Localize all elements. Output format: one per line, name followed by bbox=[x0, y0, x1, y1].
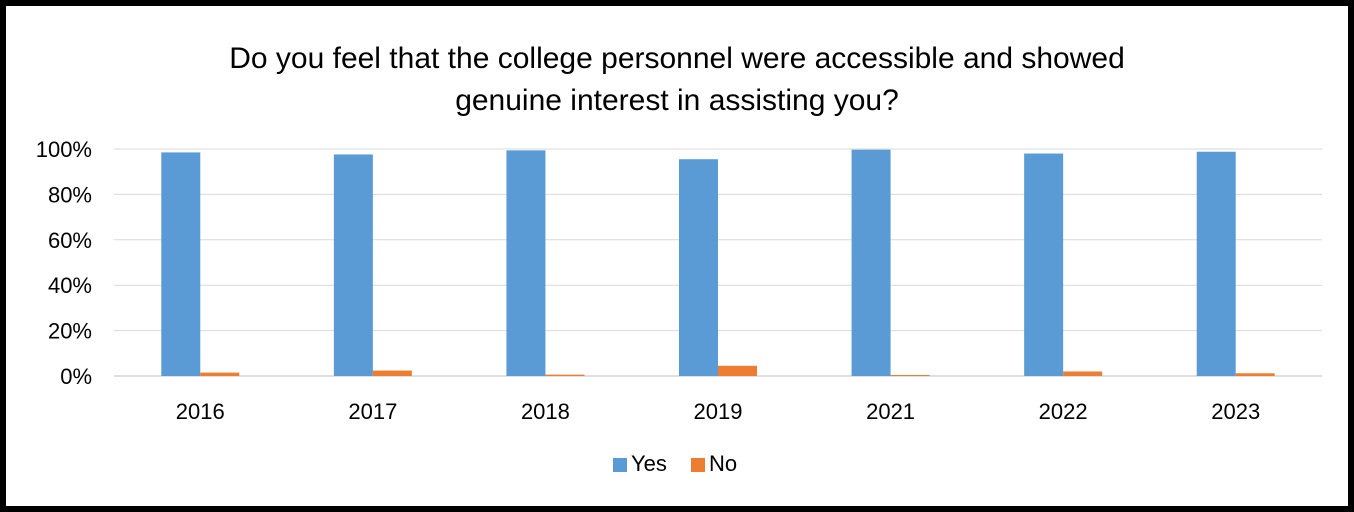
bar-no-2016 bbox=[200, 372, 240, 376]
bar-no-2018 bbox=[545, 374, 585, 376]
legend: Yes No bbox=[613, 451, 737, 476]
bar-yes-2018 bbox=[506, 150, 546, 376]
bar-no-2021 bbox=[890, 375, 930, 376]
bar-yes-2019 bbox=[679, 159, 718, 376]
legend-swatch-no bbox=[691, 458, 705, 472]
bar-no-2023 bbox=[1235, 373, 1275, 376]
bars bbox=[161, 149, 1275, 376]
bar-yes-2016 bbox=[161, 152, 201, 376]
bar-no-2017 bbox=[372, 370, 412, 376]
bar-yes-2023 bbox=[1196, 151, 1236, 376]
x-tick-label: 2019 bbox=[694, 399, 743, 424]
x-tick-label: 2018 bbox=[521, 399, 570, 424]
legend-swatch-yes bbox=[613, 458, 627, 472]
x-axis-ticks: 2016 2017 2018 2019 2021 2022 2023 bbox=[176, 399, 1260, 424]
x-tick-label: 2022 bbox=[1039, 399, 1088, 424]
chart-title-line-2: genuine interest in assisting you? bbox=[455, 84, 899, 117]
x-tick-label: 2023 bbox=[1211, 399, 1260, 424]
bar-yes-2017 bbox=[333, 154, 373, 376]
legend-label-yes: Yes bbox=[631, 451, 667, 476]
y-tick-label: 60% bbox=[48, 228, 92, 253]
legend-label-no: No bbox=[709, 451, 737, 476]
y-tick-label: 0% bbox=[60, 364, 92, 389]
x-tick-label: 2017 bbox=[348, 399, 397, 424]
x-tick-label: 2016 bbox=[176, 399, 225, 424]
y-tick-label: 80% bbox=[48, 182, 92, 207]
bar-yes-2022 bbox=[1024, 153, 1064, 376]
y-tick-label: 100% bbox=[36, 137, 92, 162]
y-tick-label: 40% bbox=[48, 273, 92, 298]
y-axis-ticks: 0% 20% 40% 60% 80% 100% bbox=[36, 137, 92, 389]
chart-title-line-1: Do you feel that the college personnel w… bbox=[229, 42, 1125, 75]
bar-no-2022 bbox=[1063, 371, 1103, 376]
bar-no-2019 bbox=[718, 365, 757, 376]
y-tick-label: 20% bbox=[48, 319, 92, 344]
x-tick-label: 2021 bbox=[866, 399, 915, 424]
chart-title: Do you feel that the college personnel w… bbox=[6, 38, 1348, 122]
bar-yes-2021 bbox=[851, 149, 891, 376]
